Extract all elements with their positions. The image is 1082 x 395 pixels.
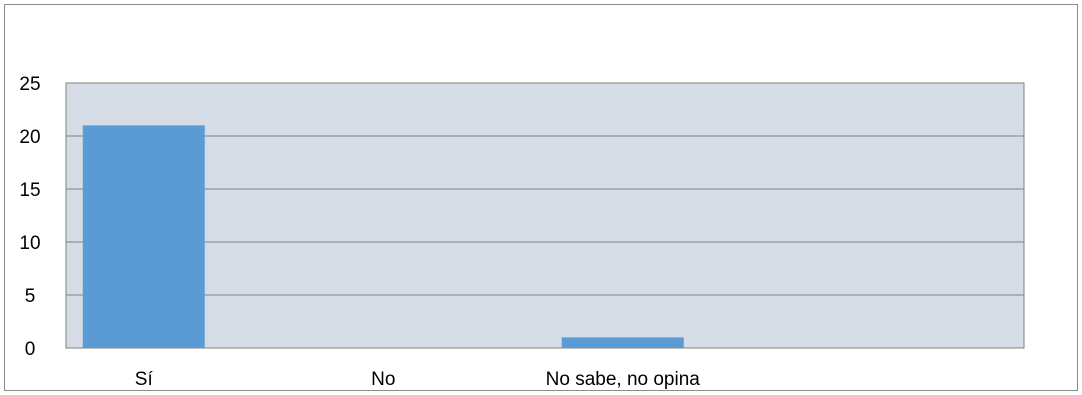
y-tick-label-0: 0 (25, 339, 36, 360)
bar-2 (561, 337, 684, 348)
bar-0 (82, 125, 205, 349)
plot-area (65, 82, 1025, 349)
y-tick-label-25: 25 (19, 74, 40, 95)
y-tick-label-15: 15 (19, 180, 40, 201)
x-tick-label-2: No sabe, no opina (546, 369, 701, 390)
x-tick-label-0: Sí (135, 369, 154, 390)
y-tick-label-5: 5 (25, 286, 36, 307)
x-tick-label-1: No (371, 369, 395, 390)
y-tick-label-10: 10 (19, 233, 40, 254)
y-tick-label-20: 20 (19, 127, 40, 148)
